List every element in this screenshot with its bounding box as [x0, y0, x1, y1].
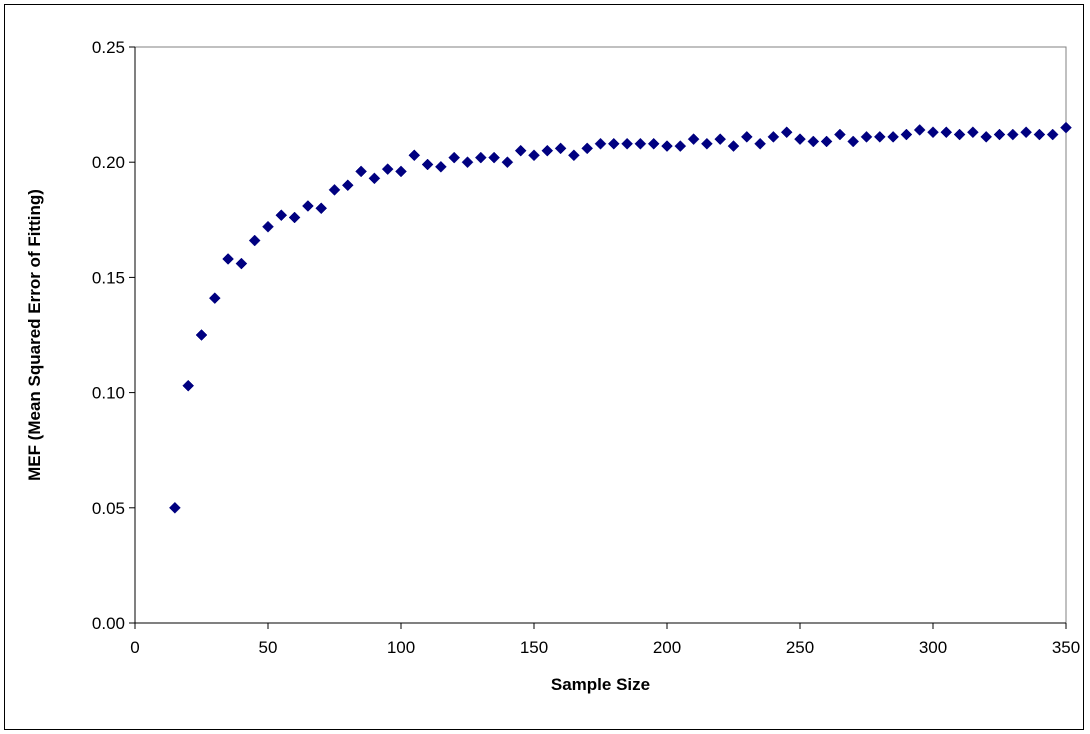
x-tick-label: 100	[387, 638, 415, 657]
data-point	[621, 137, 633, 150]
y-tick-label: 0.10	[92, 384, 125, 403]
data-point	[302, 200, 314, 212]
data-point	[222, 253, 234, 265]
data-point	[461, 156, 474, 169]
data-point	[248, 234, 261, 247]
y-tick-label: 0.15	[92, 268, 125, 287]
data-point	[528, 149, 540, 162]
x-axis-title: Sample Size	[551, 675, 650, 694]
data-point	[607, 137, 620, 150]
data-point	[953, 128, 966, 141]
x-tick-label: 0	[130, 638, 139, 657]
data-point	[541, 144, 554, 157]
data-point	[474, 151, 487, 164]
data-point	[714, 133, 727, 146]
x-axis: 0 50 100 150 200 250 300 350	[130, 622, 1080, 657]
x-tick-label: 300	[919, 638, 947, 657]
data-point	[807, 135, 820, 148]
plot-area	[134, 46, 1067, 624]
data-point	[674, 140, 687, 152]
data-point	[235, 257, 248, 270]
x-tick-label: 150	[520, 638, 548, 657]
data-point	[754, 137, 766, 150]
data-point	[647, 137, 660, 150]
data-point	[927, 126, 939, 139]
data-point	[980, 131, 993, 143]
data-point	[940, 126, 953, 139]
data-point	[701, 137, 713, 150]
data-point	[900, 128, 913, 141]
data-point	[554, 142, 567, 155]
data-point	[288, 211, 301, 224]
x-tick-label: 250	[786, 638, 814, 657]
x-tick-label: 200	[653, 638, 681, 657]
data-point	[208, 292, 221, 304]
data-point	[887, 131, 899, 143]
data-point	[381, 163, 394, 175]
x-tick-label: 350	[1052, 638, 1080, 657]
data-point	[408, 149, 421, 162]
data-point	[740, 131, 753, 143]
data-point	[661, 140, 673, 152]
data-point	[820, 135, 833, 148]
data-point	[514, 144, 527, 157]
data-point	[568, 149, 580, 162]
data-point	[767, 131, 780, 143]
data-point	[368, 172, 381, 185]
data-point	[873, 131, 886, 143]
data-point	[847, 135, 860, 148]
data-point	[315, 202, 328, 215]
data-point	[993, 128, 1006, 141]
data-point	[448, 151, 461, 164]
y-tick-label: 0.20	[92, 153, 125, 172]
y-tick-label: 0.25	[92, 38, 125, 57]
data-point	[1060, 121, 1072, 134]
data-point	[1046, 128, 1059, 141]
data-point	[435, 160, 447, 173]
data-point	[913, 124, 926, 136]
data-point	[834, 128, 846, 141]
data-point	[328, 183, 341, 196]
data-points	[169, 121, 1072, 514]
data-point	[581, 142, 594, 155]
data-point	[967, 126, 979, 139]
data-point	[1020, 126, 1032, 139]
data-point	[421, 158, 434, 171]
data-point	[794, 133, 806, 146]
data-point	[727, 140, 740, 152]
data-point	[634, 137, 647, 150]
data-point	[355, 165, 367, 178]
y-axis-title: MEF (Mean Squared Error of Fitting)	[25, 189, 44, 481]
data-point	[395, 165, 407, 178]
data-point	[488, 151, 500, 164]
data-point	[169, 501, 181, 514]
y-tick-label: 0.05	[92, 499, 125, 518]
y-tick-label: 0.00	[92, 614, 125, 633]
data-point	[275, 209, 288, 222]
data-point	[860, 131, 873, 143]
data-point	[687, 133, 700, 146]
data-point	[182, 379, 195, 392]
data-point	[594, 137, 607, 150]
data-point	[341, 179, 354, 192]
data-point	[501, 156, 514, 169]
data-point	[1033, 128, 1046, 141]
data-point	[1006, 128, 1019, 141]
data-point	[262, 220, 274, 233]
y-axis: 0.00 0.05 0.10 0.15 0.20 0.25	[92, 38, 136, 633]
x-tick-label: 50	[259, 638, 278, 657]
data-point	[195, 329, 208, 341]
data-point	[780, 126, 793, 139]
plot-border	[134, 46, 1067, 624]
